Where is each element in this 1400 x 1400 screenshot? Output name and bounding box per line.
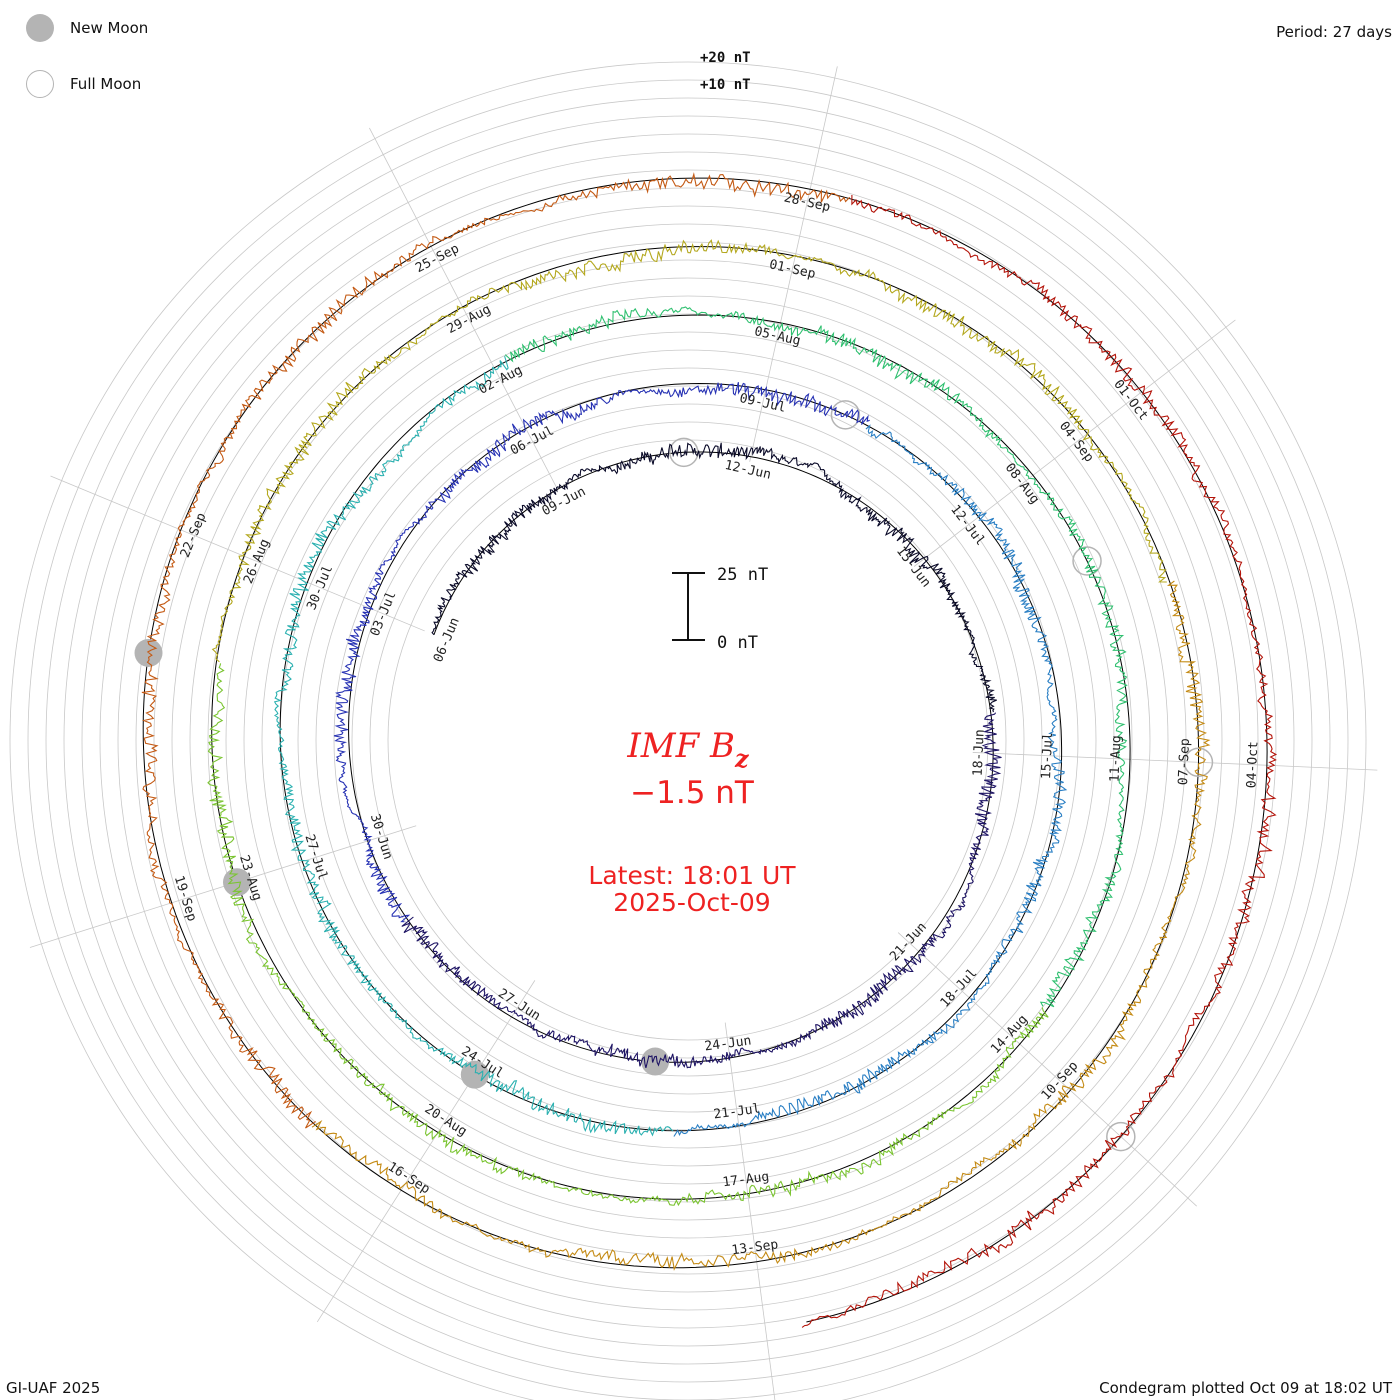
grid-ring (351, 403, 1025, 1077)
bz-trace-segment (311, 580, 1211, 1271)
outer-scale-label-20: +20 nT (700, 50, 751, 66)
date-label: 19-Sep (171, 874, 199, 923)
legend-full-moon: Full Moon (26, 70, 141, 98)
center-title-sub: z (734, 744, 750, 773)
new-moon-icon (26, 14, 54, 42)
center-title: IMF Bz (626, 726, 750, 773)
date-label: 29-Aug (445, 302, 494, 337)
date-label: 12-Jun (723, 458, 772, 483)
date-label: 16-Sep (385, 1159, 433, 1197)
bz-trace-segment (401, 712, 1002, 1069)
condegram-grid (9, 61, 1378, 1400)
grid-spoke (29, 825, 417, 948)
center-value: −1.5 nT (630, 775, 755, 811)
center-title-main: IMF B (626, 726, 735, 766)
date-label: 07-Sep (1176, 738, 1193, 786)
bz-trace-segment (207, 663, 1049, 1207)
bz-trace-segment (801, 195, 1278, 1328)
latest-time: Latest: 18:01 UT (588, 861, 796, 890)
plotted-timestamp: Condegram plotted Oct 09 at 18:02 UT (1099, 1379, 1392, 1397)
date-label: 27-Jul (301, 833, 329, 882)
bz-trace-segment (333, 382, 870, 923)
grid-ring (99, 151, 1277, 1329)
grid-ring (333, 385, 1043, 1095)
date-label: 21-Jun (887, 920, 930, 965)
grid-ring (243, 295, 1133, 1185)
grid-spoke (50, 475, 425, 632)
grid-spoke (724, 1022, 776, 1400)
date-label: 03-Jul (368, 589, 400, 638)
date-label: 12-Jul (947, 502, 987, 548)
grid-ring (153, 205, 1223, 1275)
grid-ring (63, 115, 1313, 1365)
latest-date: 2025-Oct-09 (613, 888, 770, 917)
date-label: 21-Jul (713, 1101, 762, 1122)
grid-ring (171, 223, 1205, 1257)
grid-spoke (316, 980, 536, 1323)
date-label: 18-Jul (938, 966, 981, 1011)
date-label: 27-Jun (495, 986, 543, 1024)
full-moon-marker (1183, 747, 1214, 778)
grid-ring (135, 187, 1241, 1293)
new-moon-marker (460, 1060, 489, 1089)
grid-ring (117, 169, 1259, 1311)
moon-markers (134, 400, 1214, 1152)
grid-spoke (897, 932, 1197, 1207)
credit-label: GI-UAF 2025 (6, 1379, 101, 1397)
grid-ring (261, 313, 1115, 1167)
zero-reference-spiral (142, 177, 1268, 1323)
date-label: 13-Sep (731, 1237, 780, 1258)
date-label: 26-Aug (241, 537, 273, 586)
grid-ring (387, 439, 989, 1041)
grid-ring (369, 421, 1007, 1059)
grid-ring (81, 133, 1295, 1347)
grid-ring (207, 259, 1169, 1221)
grid-spoke (972, 752, 1378, 771)
new-moon-marker (641, 1047, 670, 1076)
outer-scale-label-10: +10 nT (700, 77, 751, 93)
date-label: 11-Aug (1107, 735, 1124, 783)
date-label: 09-Jun (540, 484, 589, 519)
full-moon-icon (26, 70, 54, 98)
grid-ring (315, 367, 1061, 1113)
bz-trace-segment (211, 239, 1167, 663)
full-moon-marker (1072, 546, 1102, 576)
date-label: 15-Jul (1039, 732, 1056, 780)
full-moon-marker (830, 400, 861, 430)
date-label: 17-Aug (722, 1169, 771, 1190)
bz-trace-segment (431, 442, 997, 713)
date-label: 18-Jun (971, 729, 988, 777)
bz-trace-segment (673, 424, 1068, 1137)
scale-annotations: +20 nT +10 nT 25 nT 0 nT (672, 50, 768, 653)
full-moon-marker (1106, 1121, 1136, 1152)
grid-ring (45, 97, 1331, 1383)
center-readout: IMF Bz −1.5 nT Latest: 18:01 UT 2025-Oct… (588, 726, 796, 917)
date-label: 08-Aug (1002, 461, 1042, 507)
date-label: 01-Sep (768, 257, 817, 282)
bz-trace-segment (141, 172, 851, 1129)
date-label: 04-Sep (1056, 419, 1097, 466)
date-label: 02-Aug (476, 363, 525, 398)
legend-new-moon: New Moon (26, 14, 148, 42)
grid-spoke (913, 319, 1236, 567)
scale-bar-top-label: 25 nT (717, 565, 768, 585)
grid-ring (9, 61, 1367, 1400)
bz-trace (141, 172, 1278, 1328)
grid-ring (189, 241, 1187, 1239)
scale-bar-bottom-label: 0 nT (717, 633, 758, 653)
grid-ring (27, 79, 1349, 1400)
date-label: 01-Oct (1110, 377, 1150, 423)
date-label: 06-Jun (431, 616, 463, 665)
legend-full-moon-label: Full Moon (70, 75, 142, 93)
grid-spoke (749, 66, 838, 462)
date-label: 04-Oct (1244, 741, 1261, 789)
date-label: 25-Sep (413, 241, 462, 276)
period-label: Period: 27 days (1276, 23, 1392, 41)
bz-trace-segment (504, 306, 1129, 1008)
date-label: 24-Jun (704, 1033, 753, 1054)
bz-trace-segment (273, 355, 674, 1137)
grid-ring (225, 277, 1151, 1203)
legend-new-moon-label: New Moon (70, 19, 149, 37)
